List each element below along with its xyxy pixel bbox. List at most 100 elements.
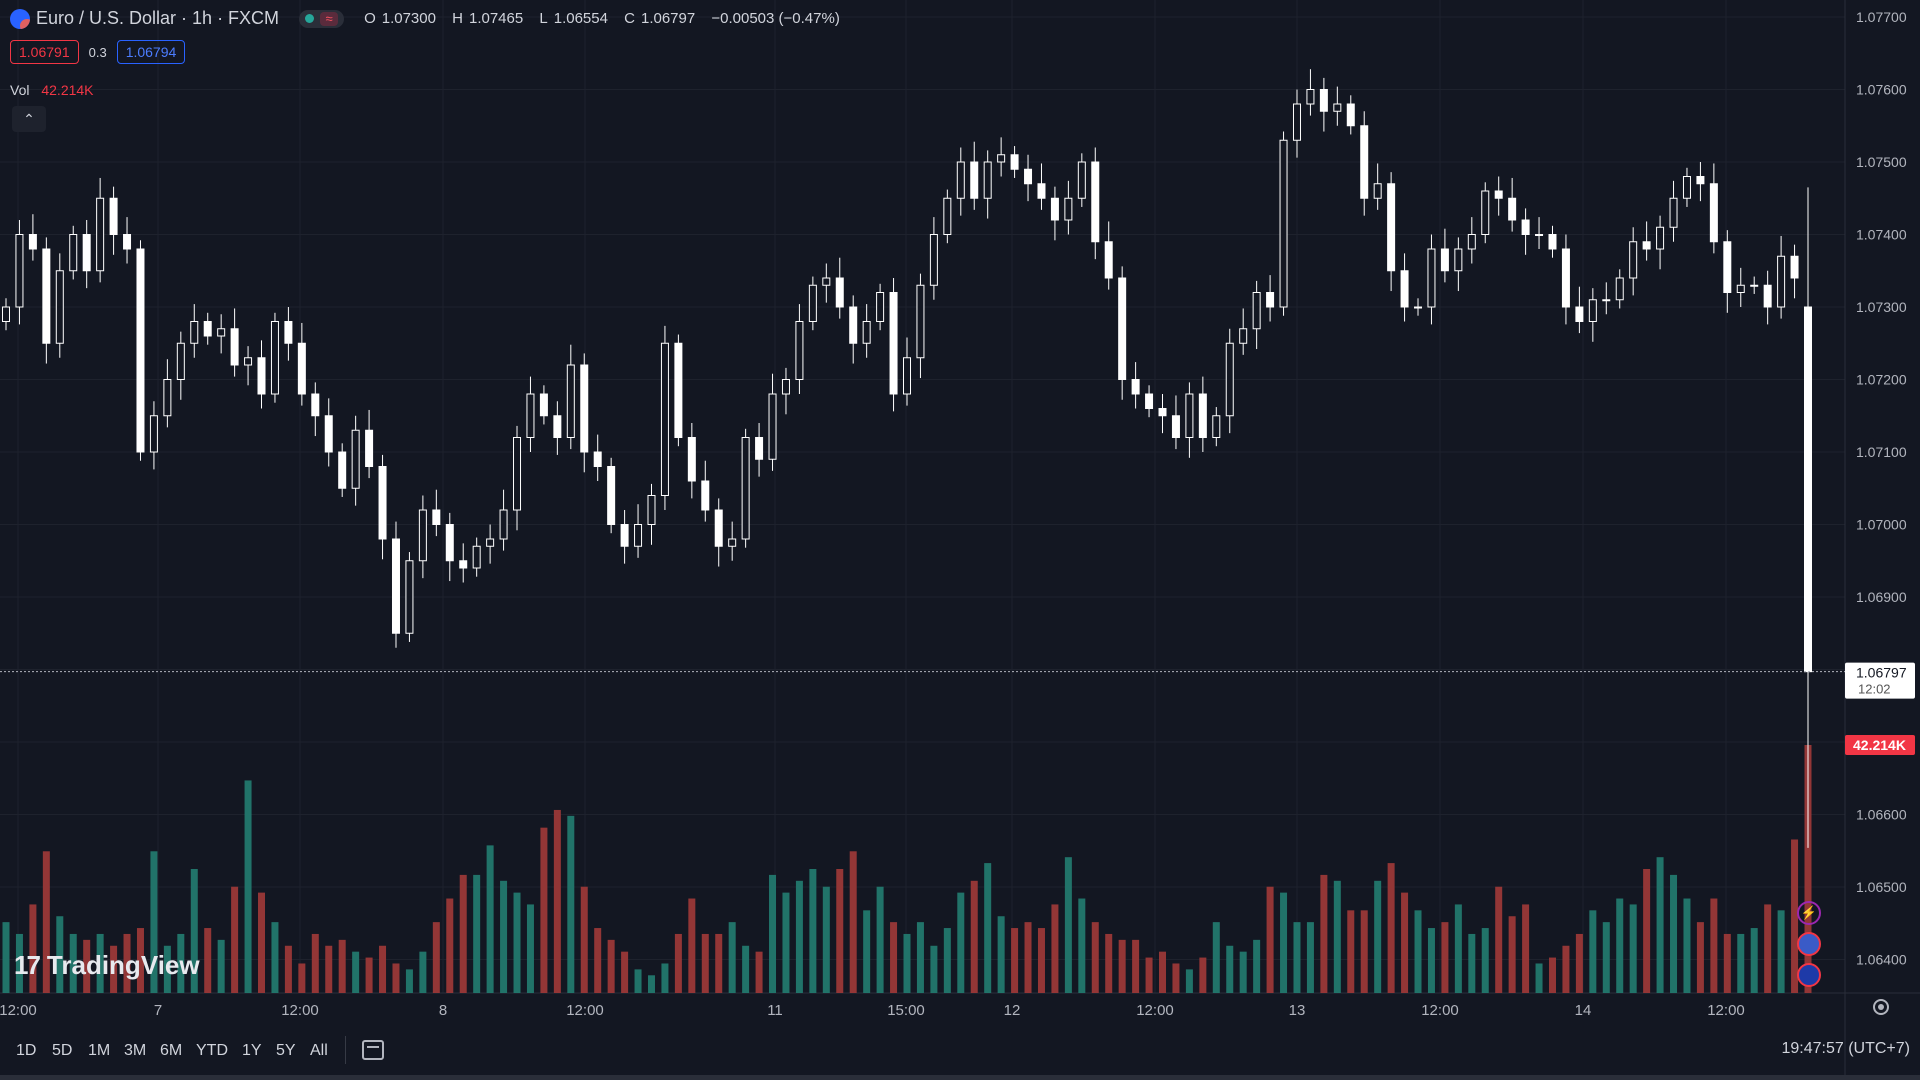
- candle-body: [1777, 255, 1786, 308]
- volume-bar: [1670, 874, 1678, 993]
- x-tick-label: 12:00: [281, 1002, 319, 1019]
- candle-body: [983, 161, 992, 199]
- volume-bar: [1441, 922, 1449, 993]
- y-tick-label: 1.07000: [1856, 517, 1907, 533]
- y-tick-label: 1.07100: [1856, 444, 1907, 460]
- tradingview-logo: 17 TradingView: [14, 950, 200, 981]
- volume-bar: [1091, 922, 1099, 993]
- candle-body: [1763, 284, 1772, 308]
- candle-body: [1024, 168, 1033, 185]
- volume-bar: [42, 851, 50, 993]
- volume-bar: [1024, 922, 1032, 993]
- candle-body: [1481, 190, 1490, 235]
- x-tick-label: 12:00: [1707, 1002, 1745, 1019]
- market-status-pill[interactable]: ≈: [299, 9, 345, 28]
- volume-bar: [379, 945, 387, 993]
- candle-body: [190, 321, 199, 344]
- candle-body: [889, 292, 898, 395]
- chart-settings-icon[interactable]: [1873, 999, 1889, 1015]
- x-tick-label: 7: [154, 1002, 162, 1019]
- symbol-title[interactable]: Euro / U.S. Dollar · 1h · FXCM: [36, 8, 280, 28]
- candle-body: [1682, 176, 1691, 199]
- x-tick-label: 12:00: [0, 1002, 37, 1019]
- clock[interactable]: 19:47:57 (UTC+7): [1781, 1040, 1910, 1057]
- candle-body: [432, 509, 441, 525]
- candle-body: [28, 234, 37, 250]
- candle-body: [1010, 154, 1019, 170]
- us-flag-event-icon[interactable]: [1797, 932, 1821, 956]
- buy-button[interactable]: 1.06794: [116, 40, 186, 64]
- candle-body: [418, 509, 427, 562]
- volume-bar: [1253, 939, 1261, 993]
- timeframe-1y[interactable]: 1Y: [242, 1042, 262, 1059]
- x-tick-label: 15:00: [887, 1002, 925, 1019]
- candle-body: [244, 357, 253, 366]
- timeframe-all[interactable]: All: [310, 1042, 328, 1059]
- tv-logo-icon: 17: [14, 950, 41, 980]
- volume-bar: [190, 869, 198, 993]
- volume-bar: [1347, 910, 1355, 993]
- volume-bar: [1468, 933, 1476, 993]
- volume-bar: [69, 933, 77, 993]
- candle-body: [284, 321, 293, 344]
- candle-body: [1252, 292, 1261, 330]
- volume-bar: [1656, 857, 1664, 993]
- candle-body: [351, 429, 360, 489]
- timeframe-5y[interactable]: 5Y: [276, 1042, 296, 1059]
- date-range-icon[interactable]: [362, 1040, 384, 1060]
- volume-bar: [56, 916, 64, 993]
- volume-bar: [1199, 957, 1207, 993]
- candle-body: [324, 415, 333, 453]
- volume-bar: [782, 892, 790, 993]
- volume-bar: [96, 933, 104, 993]
- candle-body: [553, 415, 562, 438]
- volume-bar: [553, 809, 561, 993]
- eu-flag-event-icon[interactable]: [1797, 963, 1821, 987]
- timeframe-ytd[interactable]: YTD: [196, 1042, 228, 1059]
- candle-body: [835, 277, 844, 308]
- volume-bar: [809, 869, 817, 993]
- y-tick-label: 1.06900: [1856, 589, 1907, 605]
- volume-bar: [1508, 916, 1516, 993]
- sell-button[interactable]: 1.06791: [10, 40, 79, 64]
- candle-body: [109, 197, 118, 235]
- volume-bar: [580, 886, 588, 993]
- timeframe-3m[interactable]: 3M: [124, 1042, 147, 1059]
- candle-body: [1669, 197, 1678, 228]
- timeframe-1m[interactable]: 1M: [88, 1042, 111, 1059]
- symbol-header: Euro / U.S. Dollar · 1h · FXCM ≈ O 1.0730…: [10, 8, 846, 29]
- candle-body: [970, 161, 979, 199]
- lightning-event-icon[interactable]: ⚡: [1797, 901, 1821, 925]
- candle-body: [1629, 241, 1638, 279]
- volume-bar: [943, 928, 951, 993]
- candle-body: [714, 509, 723, 547]
- volume-bar: [1226, 945, 1234, 993]
- candle-body: [607, 466, 616, 525]
- volume-bar: [1212, 922, 1220, 993]
- volume-bar: [177, 933, 185, 993]
- timeframe-6m[interactable]: 6M: [160, 1042, 183, 1059]
- candle-body: [1239, 328, 1248, 344]
- volume-bar: [29, 904, 37, 993]
- volume-bar: [419, 951, 427, 993]
- volume-bar: [1427, 928, 1435, 993]
- collapse-legend-button[interactable]: ⌃: [12, 106, 46, 132]
- candle-body: [1279, 139, 1288, 308]
- trade-buttons: 1.06791 0.3 1.06794: [10, 40, 186, 64]
- timeframe-5d[interactable]: 5D: [52, 1042, 73, 1059]
- volume-bar: [298, 963, 306, 993]
- candle-body: [1790, 255, 1799, 279]
- volume-bar: [1078, 898, 1086, 993]
- volume-bar: [1037, 928, 1045, 993]
- timeframe-1d[interactable]: 1D: [16, 1042, 37, 1059]
- candle-body: [1723, 241, 1732, 293]
- candle-body: [634, 524, 643, 547]
- candle-body: [1656, 226, 1665, 250]
- volume-bar: [688, 898, 696, 993]
- candle-body: [1037, 183, 1046, 199]
- volume-badge-label: 42.214K: [1853, 737, 1906, 753]
- candle-body: [1575, 306, 1584, 322]
- candle-body: [1750, 284, 1759, 287]
- candle-body: [163, 379, 172, 417]
